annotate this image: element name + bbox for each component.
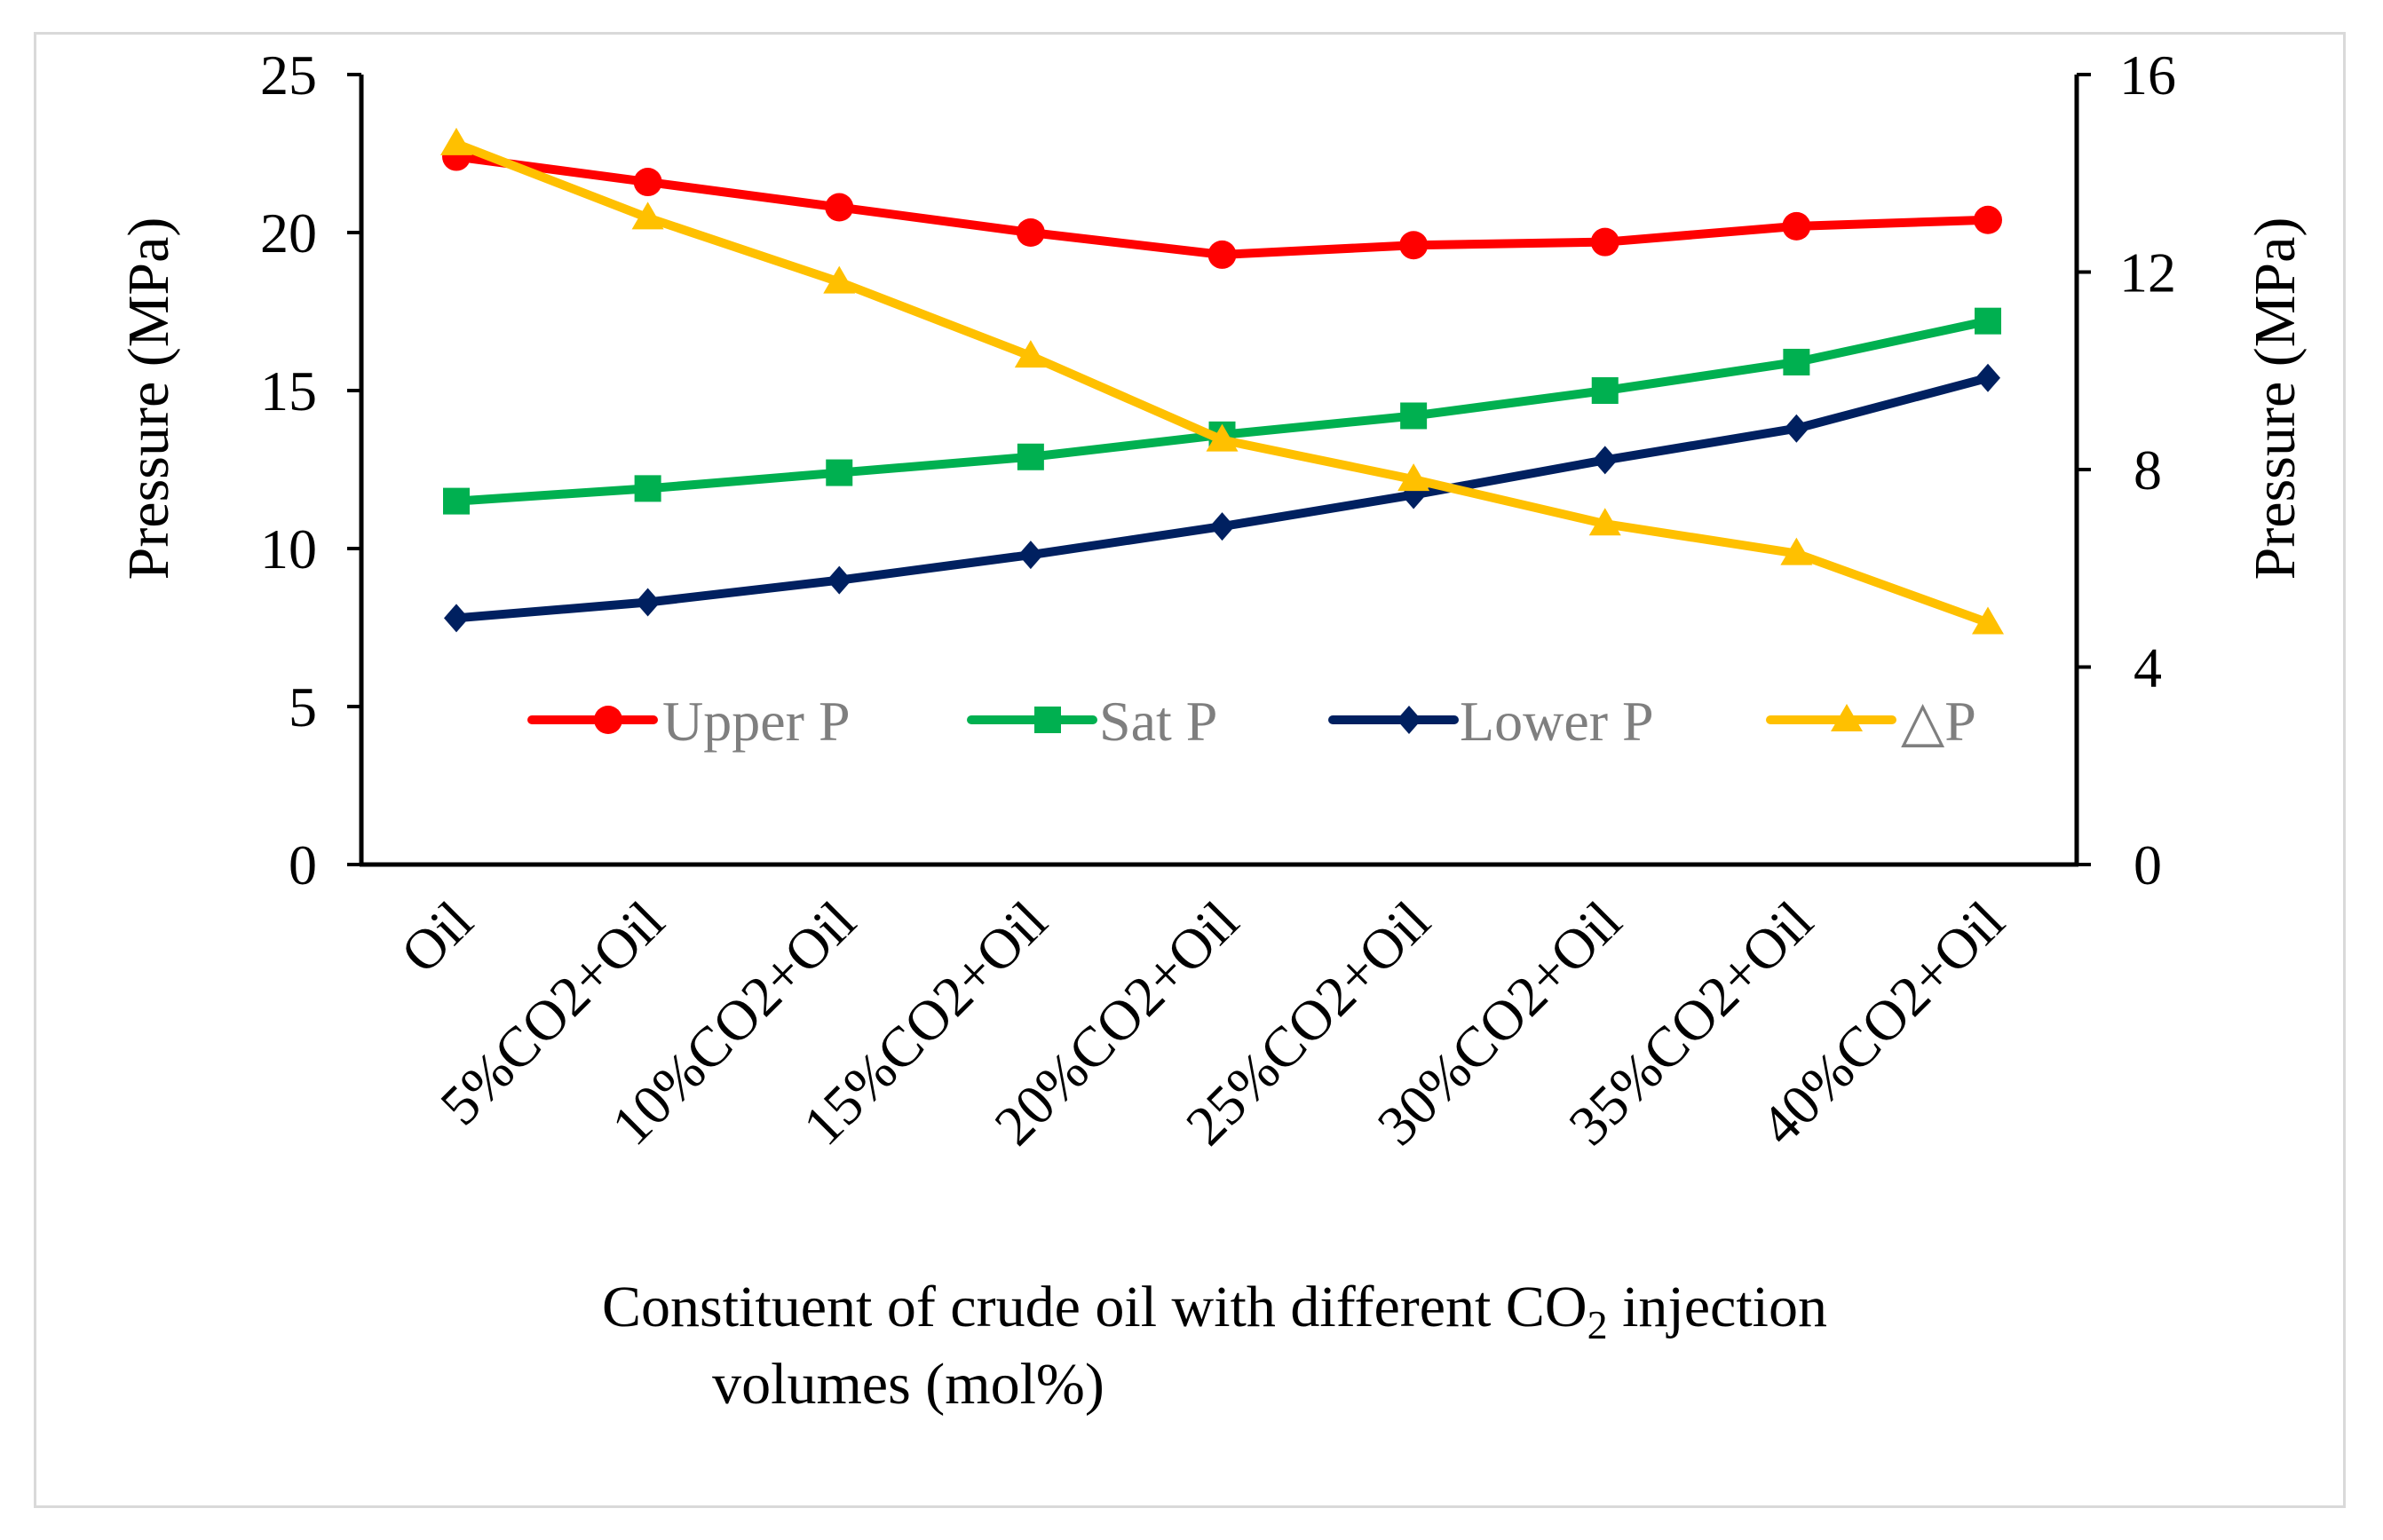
legend-marker-1 [1034, 707, 1061, 733]
y-right-tick-label: 0 [2134, 833, 2162, 896]
data-point-2-4 [1209, 512, 1235, 541]
legend-marker-3 [1831, 704, 1863, 731]
data-point-2-5 [1401, 480, 1427, 509]
x-axis-title-main: Constituent of crude oil with different … [602, 1275, 1587, 1339]
data-point-0-2 [825, 193, 854, 222]
data-point-0-6 [1590, 227, 1619, 257]
y-left-tick-label: 10 [260, 517, 317, 580]
x-category-labels: Oil5%CO2+Oil10%CO2+Oil15%CO2+Oil20%CO2+O… [389, 889, 2016, 1157]
legend-marker-2 [1397, 706, 1421, 734]
legend-label-1: Sat P [1099, 690, 1217, 753]
y-right-tick-label: 8 [2134, 438, 2162, 501]
data-point-3-6 [1588, 508, 1621, 536]
y-axis-right-title: Pressure (MPa) [2243, 217, 2308, 580]
x-axis-title-rest: injection [1608, 1275, 1827, 1339]
data-point-3-0 [440, 127, 472, 155]
data-point-2-1 [635, 588, 661, 617]
data-point-1-6 [1591, 377, 1619, 404]
chart-frame: 0 5 10 15 20 25 0 4 8 12 16 Upper P Sat P Lower P △P … [34, 32, 2346, 1508]
legend-marker-0 [594, 706, 622, 734]
data-point-0-5 [1399, 231, 1429, 260]
series-p [440, 127, 2004, 635]
data-point-2-8 [1975, 363, 2000, 392]
x-axis-title-line2: volumes (mol%) [712, 1352, 1104, 1417]
series-upperp [442, 142, 2002, 269]
data-point-3-4 [1206, 423, 1239, 452]
data-point-3-5 [1397, 463, 1430, 492]
legend: Upper P Sat P Lower P △P [527, 690, 1976, 753]
series-line-1 [452, 316, 1992, 506]
series-line-2 [452, 373, 1992, 623]
data-point-3-1 [631, 201, 664, 230]
data-point-2-2 [827, 565, 852, 595]
data-point-1-7 [1783, 348, 1810, 375]
y-left-tick-label: 5 [289, 675, 317, 738]
series-satp [443, 307, 2001, 515]
x-category-label: Oil [389, 889, 485, 985]
data-point-1-8 [1975, 307, 2001, 335]
x-axis-title-line1: Constituent of crude oil with different … [602, 1275, 1827, 1347]
series-line-3 [452, 138, 1992, 628]
data-point-3-7 [1780, 537, 1813, 565]
legend-label-3: △P [1901, 690, 1976, 753]
y-left-tick-label: 0 [289, 833, 317, 896]
series-lowerp [444, 363, 2000, 633]
x-axis-title-subscript: 2 [1587, 1302, 1608, 1347]
data-point-2-0 [444, 604, 469, 633]
data-point-3-8 [1972, 606, 2004, 635]
data-point-0-4 [1207, 240, 1237, 269]
plot-area: 0 5 10 15 20 25 0 4 8 12 16 [260, 43, 2176, 896]
y-left-tick-label: 15 [260, 359, 317, 423]
data-point-2-7 [1784, 414, 1809, 443]
data-point-1-3 [1017, 443, 1044, 470]
y-left-tick-label: 20 [260, 201, 317, 265]
data-point-0-1 [633, 168, 662, 197]
y-left-tick-label: 25 [260, 43, 317, 107]
data-point-0-7 [1782, 211, 1811, 241]
legend-label-2: Lower P [1460, 690, 1654, 753]
data-point-1-5 [1400, 402, 1428, 430]
y-right-tick-label: 12 [2119, 241, 2176, 304]
data-point-1-0 [443, 487, 470, 515]
y-right-tick-label: 16 [2119, 43, 2176, 107]
series-line-0 [452, 152, 1992, 259]
data-point-3-2 [823, 265, 856, 294]
data-point-0-3 [1016, 218, 1045, 247]
data-point-1-2 [826, 459, 853, 486]
data-point-2-3 [1017, 541, 1043, 570]
data-point-1-1 [634, 475, 661, 502]
data-point-0-8 [1974, 205, 2002, 234]
legend-label-0: Upper P [662, 690, 851, 753]
series-layer [440, 127, 2004, 635]
data-point-3-3 [1014, 340, 1047, 368]
y-right-tick-label: 4 [2134, 636, 2162, 699]
data-point-2-6 [1592, 446, 1618, 475]
y-axis-left-title: Pressure (MPa) [116, 217, 181, 580]
